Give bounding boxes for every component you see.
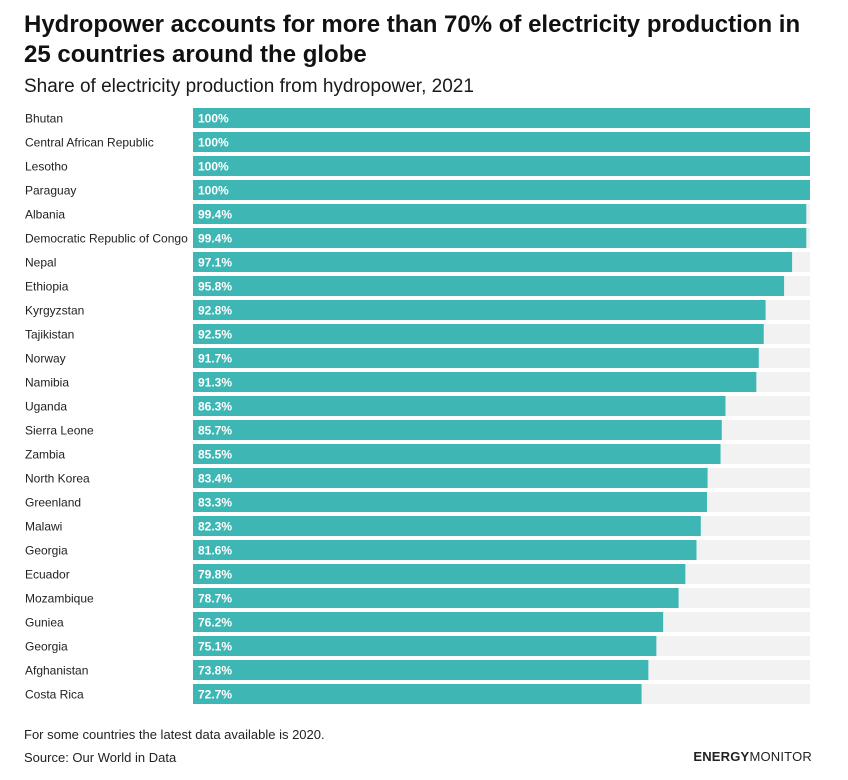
category-label: Zambia [25, 448, 65, 462]
bar [193, 132, 810, 152]
bar [193, 396, 726, 416]
bar [193, 156, 810, 176]
bar [193, 300, 766, 320]
value-label: 82.3% [198, 520, 232, 534]
bar [193, 228, 807, 248]
category-label: Ethiopia [25, 280, 69, 294]
value-label: 97.1% [198, 256, 232, 270]
bar [193, 180, 810, 200]
category-label: Democratic Republic of Congo [25, 232, 188, 246]
category-label: Malawi [25, 520, 62, 534]
bar-chart: Bhutan 100% Central African Republic 100% Le… [25, 108, 810, 704]
category-label: Paraguay [25, 184, 76, 198]
bar [193, 276, 785, 296]
bar [193, 468, 708, 488]
value-label: 92.5% [198, 328, 232, 342]
category-label: Mozambique [25, 592, 94, 606]
bar [193, 492, 707, 512]
category-label: Norway [25, 352, 66, 366]
bar [193, 204, 807, 224]
value-label: 86.3% [198, 400, 232, 414]
value-label: 92.8% [198, 304, 232, 318]
bar [193, 324, 764, 344]
footnote: For some countries the latest data avail… [24, 727, 325, 742]
value-label: 91.3% [198, 376, 232, 390]
chart-subtitle: Share of electricity production from hyd… [24, 76, 474, 97]
value-label: 100% [198, 184, 229, 198]
value-label: 83.3% [198, 496, 232, 510]
bar [193, 108, 810, 128]
category-label: Ecuador [25, 568, 70, 582]
value-label: 81.6% [198, 544, 232, 558]
value-label: 91.7% [198, 352, 232, 366]
category-label: Namibia [25, 376, 69, 390]
value-label: 100% [198, 112, 229, 126]
bar [193, 636, 657, 656]
value-label: 73.8% [198, 664, 232, 678]
bar [193, 540, 697, 560]
value-label: 72.7% [198, 688, 232, 702]
category-label: Tajikistan [25, 328, 74, 342]
logo-regular: MONITOR [749, 749, 812, 764]
value-label: 76.2% [198, 616, 232, 630]
value-label: 100% [198, 136, 229, 150]
value-label: 99.4% [198, 232, 232, 246]
category-label: Uganda [25, 400, 67, 414]
value-label: 95.8% [198, 280, 232, 294]
value-label: 79.8% [198, 568, 232, 582]
category-label: Greenland [25, 496, 81, 510]
category-label: North Korea [25, 472, 90, 486]
bar [193, 348, 759, 368]
category-label: Bhutan [25, 112, 63, 126]
source-note: Source: Our World in Data [24, 750, 177, 765]
logo-bold: ENERGY [693, 749, 750, 764]
energy-monitor-logo: ENERGYMONITOR [693, 749, 812, 764]
category-label: Georgia [25, 544, 68, 558]
bar [193, 444, 721, 464]
category-label: Kyrgyzstan [25, 304, 84, 318]
bar [193, 564, 686, 584]
bar [193, 588, 679, 608]
value-label: 83.4% [198, 472, 232, 486]
category-label: Albania [25, 208, 65, 222]
category-label: Afghanistan [25, 664, 88, 678]
category-label: Lesotho [25, 160, 68, 174]
category-label: Guniea [25, 616, 64, 630]
chart-title: Hydropower accounts for more than 70% of… [24, 11, 801, 68]
value-label: 75.1% [198, 640, 232, 654]
bar [193, 660, 649, 680]
value-label: 85.7% [198, 424, 232, 438]
value-label: 85.5% [198, 448, 232, 462]
category-label: Nepal [25, 256, 56, 270]
category-label: Costa Rica [25, 688, 84, 702]
category-label: Georgia [25, 640, 68, 654]
value-label: 78.7% [198, 592, 232, 606]
bar [193, 684, 642, 704]
category-label: Central African Republic [25, 136, 154, 150]
bar [193, 612, 664, 632]
bar [193, 516, 701, 536]
bar [193, 372, 757, 392]
value-label: 100% [198, 160, 229, 174]
category-label: Sierra Leone [25, 424, 94, 438]
bar [193, 420, 722, 440]
bar [193, 252, 793, 272]
value-label: 99.4% [198, 208, 232, 222]
